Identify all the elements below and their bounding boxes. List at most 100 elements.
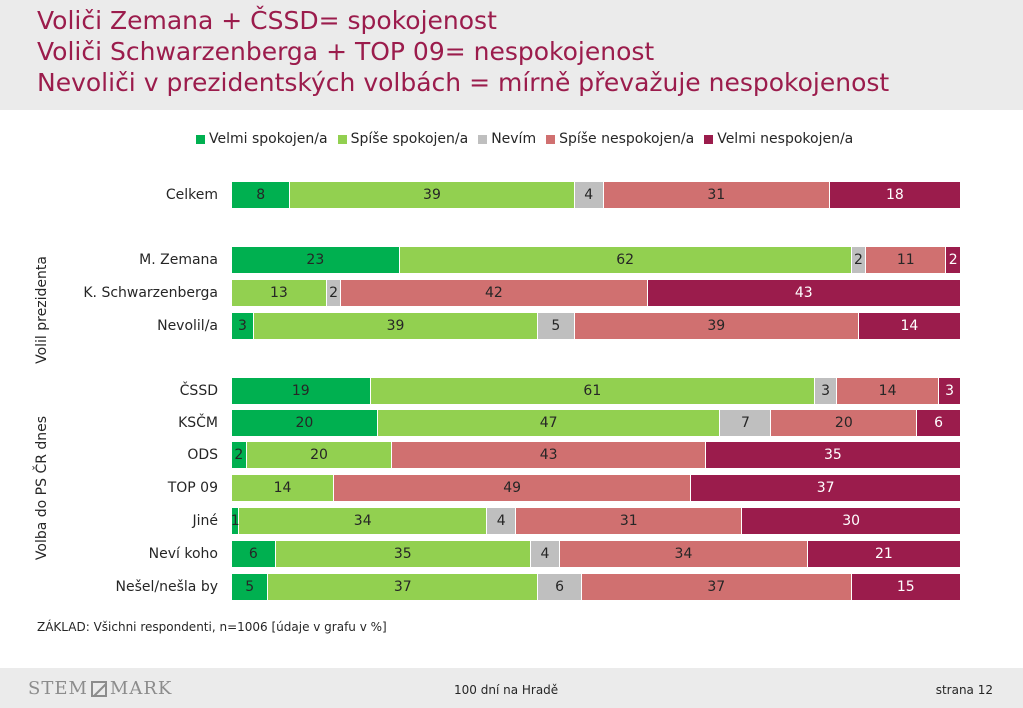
bar-row: 14 49 37: [232, 475, 961, 501]
bar-segment: 19: [232, 378, 371, 404]
bar-segment: 5: [232, 574, 269, 600]
bar-row: 1 34 4 31 30: [231, 508, 961, 534]
legend-label-0: Velmi spokojen/a: [209, 131, 328, 147]
footer-title: 100 dní na Hradě: [454, 683, 559, 697]
legend-label-1: Spíše spokojen/a: [350, 131, 469, 147]
bar-segment: 31: [603, 182, 830, 208]
legend-label-2: Nevím: [491, 131, 537, 147]
bar-segment: 34: [560, 541, 808, 567]
bar-segment: 20: [771, 410, 918, 436]
bar-segment: 4: [574, 182, 604, 208]
legend-swatch-2: [478, 134, 488, 144]
category-label: ČSSD: [179, 383, 218, 399]
bar-row: 19 61 3 14 3: [232, 378, 961, 404]
bar-segment: 13: [232, 280, 327, 306]
legend-item-4: Velmi nespokojen/a: [704, 131, 853, 147]
bar-row: 5 37 6 37 15: [232, 574, 961, 600]
bar-row: 3 39 5 39 14: [232, 313, 961, 339]
brand-logo: STEM MARK: [28, 678, 172, 699]
bar-row: 13 2 42 43: [232, 280, 961, 306]
bar-row: 20 47 7 20 6: [232, 410, 961, 436]
bar-segment: 20: [232, 410, 378, 436]
legend-swatch-4: [704, 134, 714, 144]
bar-segment: 20: [246, 442, 393, 468]
group-label-ps: Volba do PS ČR dnes: [34, 415, 51, 561]
bar-segment: 15: [851, 574, 961, 600]
bar-segment: 5: [538, 313, 575, 339]
group-label-prezident: Volil prezidenta: [33, 256, 50, 364]
category-label: Nešel/nešla by: [115, 579, 218, 595]
bar-segment: 2: [946, 247, 961, 273]
title-line-2: Voliči Schwarzenberga + TOP 09= nespokoj…: [37, 37, 655, 66]
header-band: [0, 0, 1023, 110]
legend-label-4: Velmi nespokojen/a: [717, 131, 854, 147]
brand-mark-icon: [90, 680, 107, 697]
bar-segment: 43: [647, 280, 961, 306]
bar-row: 8 39 4 31 18: [232, 182, 961, 208]
legend-label-3: Spíše nespokojen/a: [559, 131, 695, 147]
bar-segment: 31: [516, 508, 743, 534]
bar-segment: 35: [275, 541, 531, 567]
footer-band: [0, 668, 1023, 708]
bar-segment: 3: [939, 378, 961, 404]
bar-segment: 42: [341, 280, 648, 306]
bar-segment: 8: [232, 182, 291, 208]
bar-segment: 4: [487, 508, 517, 534]
bar-segment: 43: [392, 442, 706, 468]
legend-swatch-0: [196, 134, 205, 144]
bar-segment: 39: [574, 313, 859, 339]
bar-segment: 39: [290, 182, 575, 208]
bar-segment: 39: [253, 313, 539, 339]
category-label: ODS: [187, 447, 218, 463]
bar-segment: 3: [232, 313, 254, 339]
bar-segment: 14: [837, 378, 940, 404]
bar-row: 6 35 4 34 21: [232, 541, 961, 567]
brand-left: STEM: [28, 678, 88, 699]
bar-segment: 14: [232, 475, 335, 501]
bar-segment: 61: [370, 378, 816, 404]
bar-segment: 2: [232, 442, 247, 468]
legend-item-2: Nevím: [478, 131, 536, 147]
bar-segment: 37: [581, 574, 852, 600]
brand-right: MARK: [109, 678, 173, 699]
bar-segment: 7: [720, 410, 772, 436]
category-label: KSČM: [178, 415, 218, 431]
legend-item-3: Spíše nespokojen/a: [546, 131, 694, 147]
category-label: K. Schwarzenberga: [83, 285, 218, 301]
legend-item-1: Spíše spokojen/a: [337, 131, 469, 147]
bar-segment: 2: [326, 280, 342, 306]
bar-segment: 6: [538, 574, 582, 600]
category-label: Celkem: [165, 187, 218, 203]
bar-segment: 18: [829, 182, 961, 208]
bar-segment: 37: [691, 475, 961, 501]
bar-segment: 4: [530, 541, 561, 567]
bar-segment: 49: [334, 475, 692, 501]
bar-segment: 6: [232, 541, 276, 567]
category-label: Neví koho: [148, 546, 218, 562]
category-label: TOP 09: [167, 480, 218, 496]
legend-item-0: Velmi spokojen/a: [196, 131, 328, 147]
bar-segment: 14: [858, 313, 961, 339]
bar-segment: 62: [399, 247, 852, 273]
base-note: ZÁKLAD: Všichni respondenti, n=1006 [úda…: [37, 620, 387, 634]
bar-segment: 30: [742, 508, 961, 534]
bar-segment: 11: [866, 247, 947, 273]
page-number: strana 12: [935, 683, 993, 697]
category-label: Nevolil/a: [157, 318, 218, 334]
bar-segment: 2: [851, 247, 867, 273]
category-label: Jiné: [192, 513, 218, 529]
bar-segment: 34: [239, 508, 488, 534]
category-label: M. Zemana: [139, 252, 218, 268]
bar-segment: 47: [377, 410, 721, 436]
bar-segment: 35: [705, 442, 961, 468]
bar-segment: 3: [815, 378, 838, 404]
bar-segment: 37: [268, 574, 539, 600]
bar-row: 2 20 43 35: [232, 442, 961, 468]
bar-row: 23 62 2 11 2: [232, 247, 961, 273]
chart-legend: Velmi spokojen/a Spíše spokojen/a Nevím Spí…: [196, 130, 863, 148]
bar-segment: 1: [231, 508, 240, 534]
title-line-3: Nevoliči v prezidentských volbách = mírn…: [37, 68, 890, 97]
legend-swatch-1: [337, 134, 347, 144]
bar-segment: 21: [807, 541, 961, 567]
bar-segment: 23: [232, 247, 400, 273]
